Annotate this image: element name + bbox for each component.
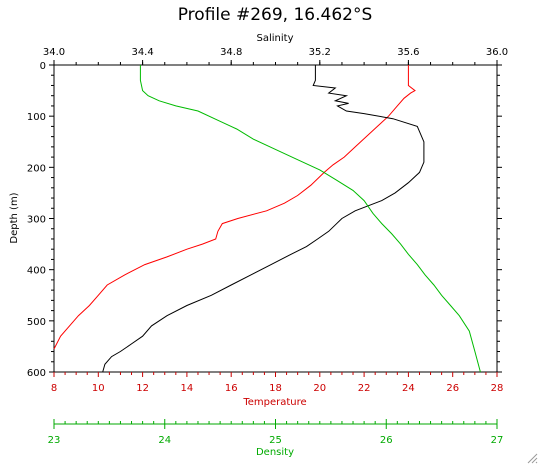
temperature-profile-line xyxy=(53,65,416,350)
salinity-tick-label: 34.0 xyxy=(43,47,65,58)
density-tick-label: 25 xyxy=(269,435,282,446)
density-tick-label: 27 xyxy=(491,435,504,446)
temperature-tick-label: 10 xyxy=(92,383,105,394)
salinity-tick-label: 35.2 xyxy=(309,47,331,58)
temperature-tick-label: 24 xyxy=(402,383,415,394)
series-layer xyxy=(53,65,481,373)
chart-title: Profile #269, 16.462°S xyxy=(178,5,373,25)
density-profile-line xyxy=(139,65,481,373)
salinity-axis-label: Salinity xyxy=(257,33,294,44)
density-tick-label: 26 xyxy=(380,435,393,446)
temperature-tick-label: 26 xyxy=(446,383,459,394)
temperature-tick-label: 8 xyxy=(51,383,57,394)
temperature-tick-label: 14 xyxy=(181,383,194,394)
density-axis-label: Density xyxy=(256,447,294,458)
depth-tick-label: 200 xyxy=(27,163,46,174)
salinity-tick-label: 34.8 xyxy=(220,47,242,58)
salinity-tick-label: 36.0 xyxy=(486,47,508,58)
salinity-tick-label: 34.4 xyxy=(131,47,153,58)
salinity-tick-label: 35.6 xyxy=(397,47,419,58)
depth-tick-label: 600 xyxy=(27,368,46,379)
resize-grip-icon[interactable] xyxy=(526,452,538,464)
depth-tick-label: 100 xyxy=(27,112,46,123)
axes-layer: 0 100 200 300 400 500 600 34.0 34.4 34.8 35.2 35.6 3… xyxy=(27,47,508,446)
salinity-profile-line xyxy=(102,65,425,373)
depth-tick-label: 0 xyxy=(40,61,46,72)
temperature-tick-label: 20 xyxy=(313,383,326,394)
temperature-tick-label: 18 xyxy=(269,383,282,394)
depth-tick-label: 400 xyxy=(27,266,46,277)
depth-tick-label: 500 xyxy=(27,317,46,328)
temperature-axis-label: Temperature xyxy=(242,397,306,408)
density-tick-label: 23 xyxy=(48,435,61,446)
depth-axis-label: Depth (m) xyxy=(9,192,20,243)
temperature-tick-label: 28 xyxy=(491,383,504,394)
density-tick-label: 24 xyxy=(158,435,171,446)
temperature-tick-label: 22 xyxy=(358,383,371,394)
depth-tick-label: 300 xyxy=(27,215,46,226)
temperature-tick-label: 12 xyxy=(136,383,149,394)
temperature-tick-label: 16 xyxy=(225,383,238,394)
plot-frame xyxy=(53,64,498,373)
